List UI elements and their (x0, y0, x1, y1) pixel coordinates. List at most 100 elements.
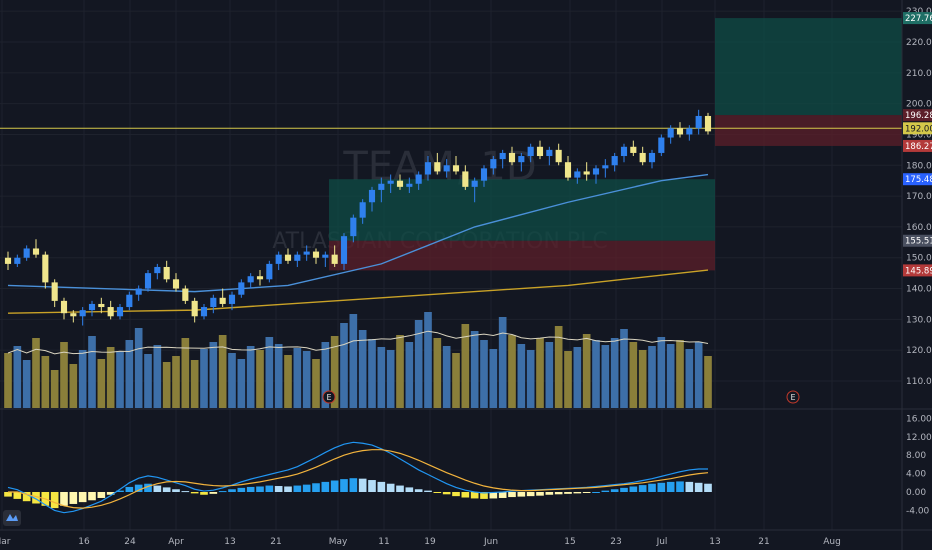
volume-bar (358, 330, 367, 408)
macd-histogram-bar (694, 482, 703, 492)
candle-body (135, 288, 142, 295)
volume-bar (405, 342, 414, 408)
candle-body (359, 202, 366, 218)
candle-body (98, 303, 105, 308)
macd-histogram-bar (405, 487, 414, 492)
candlesticks (4, 109, 712, 326)
time-axis[interactable]: Mar 16 24 Apr 13 21 May 11 19 Jun 15 23 Jul 13 21 Aug (0, 537, 841, 547)
macd-histogram-bar (134, 484, 143, 492)
price-badge-text: 145.89 (905, 266, 932, 276)
macd-histogram-bar (228, 489, 236, 492)
volume-bar (526, 350, 535, 408)
volume-bar (116, 351, 124, 408)
macd-histogram-bar (657, 482, 666, 492)
candle-body (88, 303, 96, 311)
volume-bar (106, 347, 115, 408)
candle-body (107, 307, 114, 317)
candle-body (490, 159, 497, 169)
candle-body (518, 156, 525, 163)
volume-bar (433, 338, 442, 408)
time-tick-label: 21 (758, 537, 769, 547)
candle-body (443, 165, 450, 172)
volume-bar (321, 342, 330, 408)
price-tick-label: 150.00 (906, 254, 932, 264)
time-tick-label: 13 (709, 537, 720, 547)
candle-body (695, 115, 702, 129)
volume-bar (50, 370, 59, 408)
candle-body (462, 171, 469, 187)
volume-bar (60, 342, 68, 408)
macd-histogram-bar (246, 486, 255, 492)
candle-body (396, 180, 404, 187)
volume-bar (601, 345, 610, 408)
volume-bar (13, 346, 22, 408)
volume-bar (312, 359, 320, 408)
volume-ma-line (7, 330, 709, 355)
candle-body (23, 248, 30, 258)
macd-histogram-bar (116, 490, 124, 492)
candle-body (191, 300, 198, 317)
price-badge (903, 234, 932, 247)
volume-bar (573, 347, 582, 408)
macd-histogram-bar (666, 481, 675, 492)
price-badge-text: 196.28 (905, 111, 932, 121)
macd-axis[interactable]: -4.00 0.00 4.00 8.00 12.00 16.00 (906, 414, 932, 516)
volume-bar (648, 346, 656, 408)
candle-body (368, 189, 376, 203)
macd-histogram-bar (125, 486, 134, 492)
macd-histogram-bar (480, 492, 488, 499)
volume-bar (694, 342, 703, 408)
volume-bar (340, 323, 348, 408)
macd-histogram-bar (592, 492, 600, 493)
volume-bar (172, 356, 180, 408)
macd-histogram-bar (508, 492, 516, 498)
price-badge (903, 173, 932, 186)
candle-body (163, 266, 170, 280)
candle-body (228, 294, 236, 304)
volume-bar (396, 335, 404, 408)
volume-bar (125, 340, 134, 408)
position-zones (329, 18, 902, 271)
macd-histogram-bar (582, 492, 591, 493)
price-tick-label: 220.00 (906, 38, 932, 48)
price-badge-text: 186.27 (905, 142, 932, 152)
macd-histogram-bar (433, 492, 442, 493)
macd-histogram-bar (153, 485, 162, 492)
volume-bar (284, 355, 292, 408)
macd-histogram-bar (498, 492, 507, 498)
ma50-line (7, 173, 709, 293)
macd-histogram-bar (638, 485, 647, 492)
volume-bar (489, 349, 498, 408)
volume-bars (4, 312, 712, 408)
price-badge (903, 109, 932, 122)
time-tick-label: Jul (656, 537, 668, 547)
candle-body (424, 162, 432, 175)
macd-histogram-bar (190, 492, 199, 494)
volume-bar (414, 320, 423, 408)
volume-bar (200, 349, 208, 408)
time-tick-label: 21 (270, 537, 281, 547)
volume-bar (554, 326, 563, 408)
candle-body (312, 251, 320, 258)
profit-zone (715, 18, 902, 116)
time-tick-label: 15 (564, 537, 575, 547)
time-tick-label: Mar (0, 537, 11, 547)
price-tick-label: 180.00 (906, 161, 932, 171)
tradingview-logo-icon[interactable] (3, 510, 21, 526)
candle-body (574, 171, 581, 178)
candle-body (210, 297, 217, 308)
signal-line (8, 449, 709, 509)
macd-histogram-bar (517, 492, 526, 497)
candle-body (648, 152, 656, 163)
volume-bar (330, 336, 339, 408)
candle-body (238, 282, 245, 295)
volume-bar (134, 328, 143, 408)
candle-body (480, 168, 488, 181)
volume-bar (162, 362, 171, 408)
macd-tick-label: -4.00 (906, 506, 930, 516)
candle-body (639, 152, 646, 163)
macd-histogram-bar (349, 478, 358, 492)
volume-bar (620, 329, 628, 408)
